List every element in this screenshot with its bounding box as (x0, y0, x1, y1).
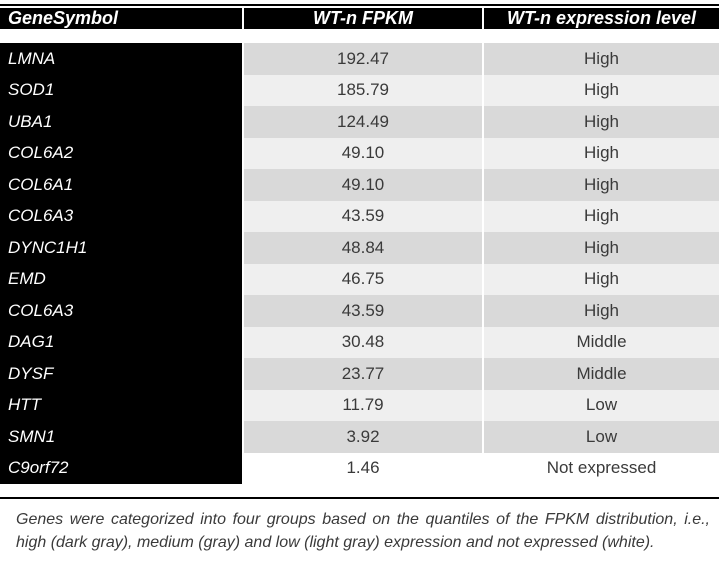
table-footnote: Genes were categorized into four groups … (16, 511, 710, 551)
gene-symbol-cell: SMN1 (0, 421, 242, 453)
fpkm-cell: 3.92 (242, 421, 482, 453)
table-row: COL6A1 49.10 High (0, 169, 719, 201)
expression-level-cell: High (482, 74, 719, 106)
fpkm-cell: 185.79 (242, 74, 482, 106)
fpkm-cell: 49.10 (242, 137, 482, 169)
table-row: COL6A2 49.10 High (0, 137, 719, 169)
fpkm-cell: 49.10 (242, 169, 482, 201)
table-row: SMN1 3.92 Low (0, 421, 719, 453)
table-row: DYSF 23.77 Middle (0, 358, 719, 390)
table-row: HTT 11.79 Low (0, 389, 719, 421)
gene-symbol-cell: C9orf72 (0, 452, 242, 484)
fpkm-cell: 46.75 (242, 263, 482, 295)
fpkm-cell: 23.77 (242, 358, 482, 390)
table-top-rule (0, 4, 719, 6)
fpkm-cell: 43.59 (242, 200, 482, 232)
table-header: GeneSymbol WT-n FPKM WT-n expression lev… (0, 8, 719, 43)
fpkm-cell: 192.47 (242, 43, 482, 75)
expression-level-cell: Middle (482, 326, 719, 358)
expression-level-cell: High (482, 106, 719, 138)
fpkm-cell: 48.84 (242, 232, 482, 264)
expression-level-cell: High (482, 200, 719, 232)
fpkm-cell: 124.49 (242, 106, 482, 138)
header-expression-level: WT-n expression level (482, 8, 719, 43)
table-row: DAG1 30.48 Middle (0, 326, 719, 358)
table-row: C9orf72 1.46 Not expressed (0, 452, 719, 484)
header-fpkm: WT-n FPKM (242, 8, 482, 43)
gene-symbol-cell: COL6A3 (0, 295, 242, 327)
expression-level-cell: Middle (482, 358, 719, 390)
expression-level-cell: High (482, 232, 719, 264)
expression-level-cell: Low (482, 389, 719, 421)
gene-symbol-cell: DAG1 (0, 326, 242, 358)
table-row: COL6A3 43.59 High (0, 200, 719, 232)
expression-level-cell: High (482, 263, 719, 295)
gene-symbol-cell: COL6A2 (0, 137, 242, 169)
fpkm-cell: 1.46 (242, 452, 482, 484)
table-row: UBA1 124.49 High (0, 106, 719, 138)
gene-symbol-cell: EMD (0, 263, 242, 295)
table-row: SOD1 185.79 High (0, 74, 719, 106)
expression-level-cell: Low (482, 421, 719, 453)
gene-symbol-cell: SOD1 (0, 74, 242, 106)
table-row: EMD 46.75 High (0, 263, 719, 295)
gene-symbol-cell: COL6A3 (0, 200, 242, 232)
table-row: DYNC1H1 48.84 High (0, 232, 719, 264)
fpkm-cell: 30.48 (242, 326, 482, 358)
gene-symbol-cell: HTT (0, 389, 242, 421)
gene-symbol-cell: LMNA (0, 43, 242, 75)
header-row: GeneSymbol WT-n FPKM WT-n expression lev… (0, 8, 719, 43)
fpkm-cell: 11.79 (242, 389, 482, 421)
table-bottom-rule (0, 497, 719, 499)
gene-symbol-cell: COL6A1 (0, 169, 242, 201)
expression-level-cell: High (482, 169, 719, 201)
header-gene-symbol: GeneSymbol (0, 8, 242, 43)
gene-symbol-cell: DYSF (0, 358, 242, 390)
expression-level-cell: High (482, 295, 719, 327)
expression-level-cell: High (482, 137, 719, 169)
expression-level-cell: Not expressed (482, 452, 719, 484)
gene-symbol-cell: DYNC1H1 (0, 232, 242, 264)
table-body: LMNA 192.47 High SOD1 185.79 High UBA1 124.49 Hi… (0, 43, 719, 484)
fpkm-cell: 43.59 (242, 295, 482, 327)
table-row: COL6A3 43.59 High (0, 295, 719, 327)
table-row: LMNA 192.47 High (0, 43, 719, 75)
gene-expression-table: GeneSymbol WT-n FPKM WT-n expression lev… (0, 8, 719, 484)
expression-level-cell: High (482, 43, 719, 75)
gene-symbol-cell: UBA1 (0, 106, 242, 138)
